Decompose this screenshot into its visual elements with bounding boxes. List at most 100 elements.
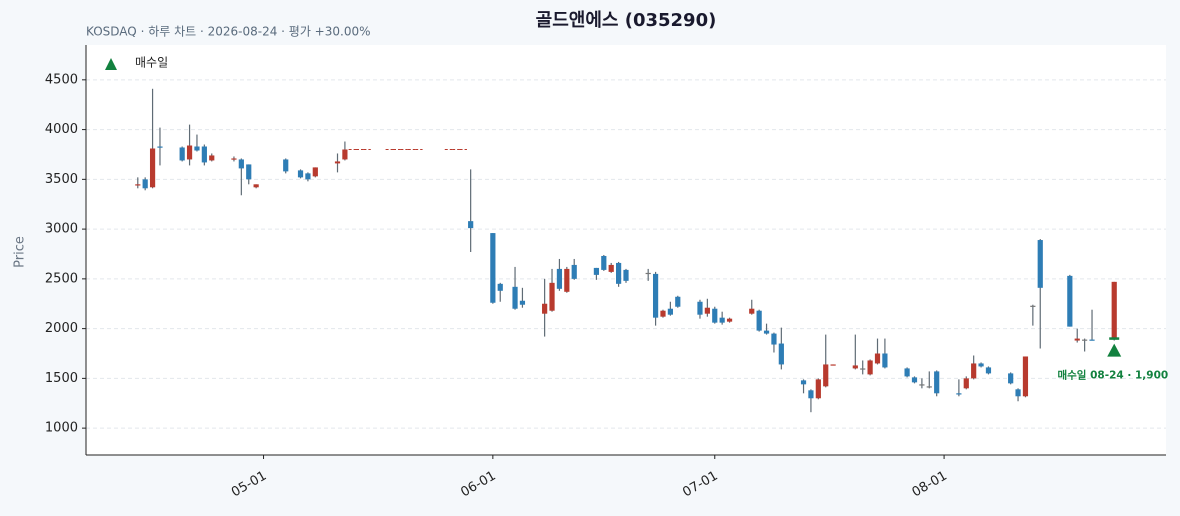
buy-annotation: 매수일 08-24 · 1,900 (1057, 369, 1168, 382)
candle-body (756, 310, 762, 331)
candle-body (963, 378, 969, 389)
y-tick-label: 4500 (45, 72, 78, 87)
candle-body (852, 365, 858, 369)
candle-body (334, 161, 341, 164)
x-tick-label: 06-01 (458, 469, 498, 501)
candle-body (763, 330, 770, 334)
candle-body (874, 353, 881, 364)
candle-body (1074, 338, 1080, 341)
candle-body (238, 159, 244, 169)
candle-body (726, 318, 733, 322)
candle-body (956, 393, 962, 395)
candle-body (608, 264, 614, 272)
candle-body (749, 308, 755, 314)
legend-marker (105, 58, 117, 70)
candle-body (911, 377, 918, 383)
candle-body (978, 363, 984, 367)
candle-body (1111, 281, 1117, 340)
buy-annotation-value: 1,900 (1135, 370, 1168, 382)
candle-body (919, 384, 925, 386)
candle-body (675, 296, 681, 307)
candle-body (542, 303, 548, 314)
candle-body (830, 364, 836, 366)
candle-body (697, 301, 703, 315)
candle-body (934, 371, 940, 394)
candle-body (1015, 389, 1021, 397)
candle-body (1067, 275, 1073, 327)
y-axis-label: Price (13, 236, 28, 268)
candle-body (549, 282, 555, 311)
candle-body (564, 268, 570, 292)
candle-body (667, 308, 673, 315)
candle-body (194, 146, 200, 151)
buy-annotation-label: 매수일 08-24 (1057, 369, 1123, 382)
candle-body (771, 333, 777, 345)
candle-body (305, 173, 311, 180)
candle-body (157, 146, 163, 148)
candle-body (468, 221, 474, 229)
candle-body (312, 167, 318, 177)
candle-body (904, 368, 910, 377)
candle-body (1037, 240, 1043, 288)
candle-body (186, 145, 193, 160)
y-tick-label: 3500 (45, 172, 78, 187)
candle-body (623, 269, 629, 281)
candle-body (867, 360, 873, 375)
candle-body (704, 307, 710, 314)
candle-body (571, 264, 577, 279)
candle-body (231, 158, 237, 160)
candle-body (652, 273, 659, 318)
plot-area (86, 45, 1166, 455)
candle-body (209, 155, 215, 161)
x-tick-label: 08-01 (910, 469, 950, 501)
candle-body (497, 283, 503, 291)
candle-body (823, 364, 829, 387)
y-tick-label: 3000 (45, 222, 78, 237)
candle-body (645, 272, 651, 275)
candle-body (971, 363, 977, 379)
candle-body (860, 368, 866, 370)
candle-body (142, 179, 148, 189)
candle-body (1082, 339, 1088, 341)
candle-body (660, 310, 666, 317)
candle-body (601, 255, 607, 270)
candle-body (297, 170, 304, 178)
candle-body (342, 149, 348, 160)
y-tick-label: 1000 (45, 421, 78, 436)
candle-body (556, 268, 563, 289)
legend-label: 매수일 (135, 56, 168, 70)
candle-body (135, 184, 141, 186)
y-tick-label: 4000 (45, 122, 78, 137)
candle-body (490, 233, 496, 303)
buy-marker (1107, 343, 1122, 357)
candle-body (616, 262, 622, 284)
candle-body (712, 308, 718, 323)
y-tick-label: 2000 (45, 321, 78, 336)
candle-body (926, 386, 932, 388)
candle-body (283, 159, 289, 172)
candle-body (246, 164, 252, 180)
y-tick-label: 2500 (45, 271, 78, 286)
candle-body (593, 267, 600, 275)
chart-subtitle: KOSDAQ · 하루 차트 · 2026-08-24 · 평가 +30.00% (86, 25, 371, 39)
candle-body (201, 146, 207, 163)
candle-body (808, 390, 814, 399)
candle-body (1008, 373, 1014, 384)
candle-body (149, 148, 156, 188)
candle-body (1022, 356, 1029, 397)
candle-body (1030, 305, 1036, 307)
x-tick-label: 07-01 (680, 469, 720, 501)
x-tick-label: 05-01 (229, 469, 269, 501)
y-tick-label: 1500 (45, 371, 78, 386)
candle-body (815, 379, 821, 399)
candle-body (719, 317, 725, 323)
candle-body (985, 367, 992, 374)
candle-body (778, 343, 784, 365)
candle-body (519, 300, 526, 305)
candle-body (800, 380, 807, 385)
candle-body (179, 147, 185, 161)
chart-title: 골드앤에스 (035290) (536, 10, 717, 31)
candle-body (1089, 339, 1095, 341)
candle-body (882, 353, 888, 368)
